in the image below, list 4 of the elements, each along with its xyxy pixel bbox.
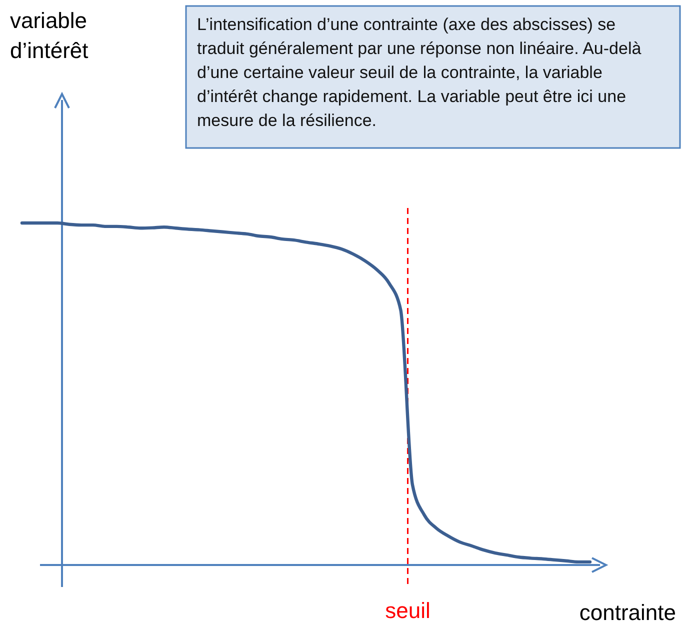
text: variable d’intérêt: [10, 8, 88, 63]
text: seuil: [385, 598, 430, 623]
x-axis-title: contrainte: [579, 600, 676, 625]
text: L’intensification d’une contrainte (axe des abscisses) se traduit généralement par une réponse non linéaire. Au-delà d’une certaine valeur seuil de la contrainte, la variable d’intérêt change rapidement. La variable peut être ici une mesure de la résilience.: [197, 15, 642, 130]
